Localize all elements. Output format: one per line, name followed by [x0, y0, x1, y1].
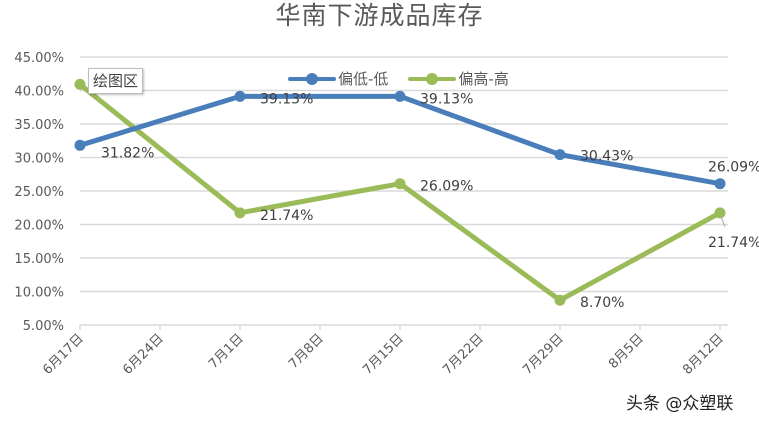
data-point-marker[interactable] [714, 178, 726, 190]
x-tick-label: 8月5日 [606, 331, 647, 372]
watermark: 头条 @众塑联 [626, 394, 734, 414]
data-label: 21.74% [260, 208, 313, 224]
y-tick-label: 35.00% [14, 118, 64, 133]
legend-label: 偏高-高 [458, 70, 509, 88]
data-label: 30.43% [580, 149, 633, 165]
gridlines [80, 56, 728, 326]
data-point-marker[interactable] [714, 207, 726, 219]
data-label: 8.70% [580, 295, 624, 311]
legend-item-high[interactable]: 偏高-高 [408, 68, 509, 89]
x-tick-label: 6月24日 [120, 331, 167, 378]
data-point-marker[interactable] [234, 207, 246, 219]
legend-line-marker-icon [408, 72, 457, 86]
y-tick-label: 5.00% [23, 319, 64, 334]
data-point-marker[interactable] [394, 90, 406, 102]
series-green-line[interactable] [74, 78, 726, 306]
x-tick-label: 6月17日 [40, 331, 87, 378]
x-tick-label: 7月8日 [286, 331, 327, 372]
data-label: 26.09% [708, 160, 759, 176]
legend-line-marker-icon [288, 72, 336, 86]
x-tick-label: 7月15日 [360, 331, 407, 378]
data-point-marker[interactable] [74, 78, 86, 90]
data-point-marker[interactable] [74, 139, 86, 151]
x-tick-label: 8月12日 [680, 331, 727, 378]
y-axis-labels: 45.00% 40.00% 35.00% 30.00% 25.00% 20.00% 15.0… [14, 51, 64, 334]
data-labels: 31.82% 39.13% 39.13% 30.43% 26.09% 21.74% 26.0… [101, 91, 759, 311]
x-tick-label: 7月22日 [440, 331, 487, 378]
legend-item-low[interactable]: 偏低-低 [288, 68, 388, 89]
y-tick-label: 15.00% [14, 252, 64, 267]
data-label: 21.74% [708, 235, 759, 251]
legend[interactable]: 偏低-低 偏高-高 [288, 68, 529, 89]
chart-title: 华南下游成品库存 [275, 1, 484, 30]
y-tick-label: 20.00% [14, 219, 64, 234]
y-tick-label: 30.00% [14, 152, 64, 167]
data-point-marker[interactable] [554, 149, 566, 161]
series-blue-line[interactable] [74, 90, 726, 190]
x-tick-label: 7月1日 [206, 331, 247, 372]
plot-area-tooltip: 绘图区 [88, 68, 144, 94]
data-label: 31.82% [101, 145, 154, 161]
data-label: 39.13% [260, 91, 313, 107]
legend-label: 偏低-低 [338, 70, 389, 88]
data-point-marker[interactable] [554, 294, 566, 306]
data-label: 26.09% [420, 179, 473, 195]
y-tick-label: 25.00% [14, 185, 64, 200]
x-tick-label: 7月29日 [520, 331, 567, 378]
y-tick-label: 45.00% [14, 51, 64, 66]
y-tick-label: 10.00% [14, 286, 64, 301]
data-label: 39.13% [420, 91, 473, 107]
y-tick-label: 40.00% [14, 85, 64, 100]
data-point-marker[interactable] [234, 90, 246, 102]
data-point-marker[interactable] [394, 178, 406, 190]
x-axis: 6月17日 6月24日 7月1日 7月8日 7月15日 7月22日 7月29日 8月5日 8月1… [40, 325, 727, 378]
